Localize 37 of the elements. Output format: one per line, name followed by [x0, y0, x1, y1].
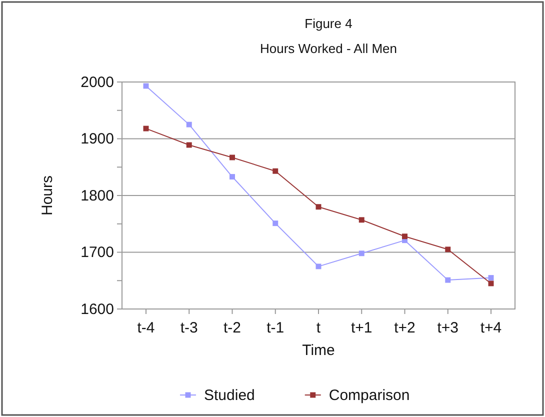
x-tick-label: t+2 [394, 320, 416, 337]
x-tick-label: t-3 [180, 320, 198, 337]
point [358, 217, 364, 223]
point [358, 250, 364, 256]
legend-label: Studied [204, 387, 255, 404]
point [272, 168, 278, 174]
y-tick-label: 1800 [80, 187, 114, 204]
legend-label: Comparison [328, 387, 410, 404]
point [272, 220, 278, 226]
x-tick-label: t+4 [480, 320, 502, 337]
x-tick-label: t-1 [266, 320, 284, 337]
x-tick-label: t+1 [350, 320, 372, 337]
point [143, 83, 149, 89]
x-tick-label: t-2 [223, 320, 242, 337]
chart-subtitle: Hours Worked - All Men [260, 41, 398, 56]
x-tick-label: t [316, 320, 322, 337]
point [186, 142, 192, 148]
point [230, 154, 235, 160]
point [488, 280, 494, 286]
point [143, 126, 149, 132]
point [402, 234, 408, 240]
point [445, 277, 451, 283]
y-tick-label: 1700 [80, 244, 114, 262]
x-tick-label: t+3 [437, 320, 459, 337]
point [445, 246, 451, 252]
point [316, 204, 322, 210]
point [316, 264, 322, 270]
y-tick-label: 2000 [80, 74, 114, 91]
x-tick-label: t-4 [137, 320, 155, 337]
y-tick-label: 1600 [80, 300, 114, 318]
y-tick-label: 1900 [80, 130, 114, 148]
point [186, 122, 192, 128]
point [230, 174, 235, 180]
point [488, 275, 494, 281]
chart-title: Figure 4 [304, 16, 352, 31]
y-axis-title: Hours [39, 175, 56, 216]
x-axis-title: Time [302, 342, 335, 359]
